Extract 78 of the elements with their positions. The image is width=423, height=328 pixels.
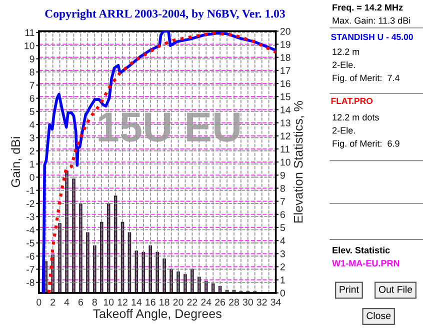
y2-tick-label: 10 [280, 158, 290, 166]
y-tick-label: 0 [30, 174, 34, 181]
x-tick-label: 16 [146, 298, 156, 306]
y-tick-label: -7 [26, 266, 34, 273]
y-tick-label: 4 [30, 121, 34, 128]
y2-tick-label: 1 [280, 276, 285, 284]
text: 12.2 m [332, 48, 360, 55]
y-tick-label: -1 [26, 187, 34, 194]
text: Print [340, 286, 359, 293]
text: Out File [378, 286, 412, 293]
x-tick-label: 30 [242, 298, 253, 306]
y-tick-label: -6 [26, 252, 34, 260]
y-tick-label: -3 [26, 213, 34, 220]
y2-tick-label: 5 [280, 224, 285, 232]
text: Elev. Statistic [332, 246, 390, 254]
y2-tick-label: 19 [280, 40, 290, 48]
x-tick-label: 18 [160, 298, 170, 306]
y-tick-label: 7 [30, 82, 34, 89]
x-tick-label: 8 [92, 298, 97, 306]
y-tick-label: 10 [24, 42, 34, 50]
y-tick-label: 9 [30, 56, 34, 62]
y2-tick-label: 18 [280, 54, 290, 61]
text: Freq. = 14.2 MHz [332, 4, 403, 12]
x-tick-label: 2 [50, 298, 56, 306]
y2-tick-label: 17 [280, 67, 290, 74]
text: 2-Ele. [332, 61, 355, 68]
chart-title: Copyright ARRL 2003-2004, by N6BV, Ver. 1.03 [45, 9, 285, 20]
x-axis-title: Takeoff Angle, Degrees [93, 308, 222, 321]
y2-axis-title: Elevation Statistics, % [294, 100, 304, 222]
y2-tick-label: 9 [280, 172, 285, 179]
y-tick-label: -2 [26, 200, 34, 207]
x-tick-label: 12 [118, 298, 128, 306]
y2-tick-label: 14 [280, 106, 290, 114]
y2-tick-label: 12 [280, 132, 290, 140]
y2-tick-label: 11 [280, 146, 290, 152]
text: Close [366, 312, 391, 320]
text: STANDISH U - 45.00 [331, 34, 413, 40]
y2-tick-label: 13 [280, 120, 290, 126]
x-tick-label: 14 [132, 298, 142, 306]
y2-tick-label: 6 [280, 211, 285, 218]
text: 12.2 m dots [332, 114, 379, 121]
y2-tick-label: 20 [280, 28, 290, 35]
y-tick-label: 3 [30, 134, 34, 142]
y-tick-label: -5 [26, 240, 34, 247]
y-tick-label: -8 [26, 279, 34, 286]
x-tick-label: 22 [187, 298, 198, 306]
text: FLAT.PRO [331, 98, 373, 104]
y-tick-label: 6 [30, 94, 34, 102]
y-tick-label: -4 [26, 226, 34, 234]
x-tick-label: 34 [270, 298, 281, 306]
y-tick-label: 8 [30, 68, 34, 76]
text: Fig. of Merit: 6.9 [332, 140, 400, 149]
y2-tick-label: 8 [280, 184, 285, 192]
x-tick-label: 6 [78, 298, 83, 306]
text: Max. Gain: 11.3 dBi [332, 17, 410, 24]
y-tick-label: 5 [30, 108, 34, 116]
x-tick-label: 28 [229, 298, 239, 306]
y2-tick-label: 2 [280, 263, 285, 270]
y2-tick-label: 7 [280, 198, 285, 205]
x-tick-label: 10 [104, 298, 114, 306]
x-tick-label: 32 [256, 298, 267, 306]
y2-tick-label: 0 [280, 290, 285, 297]
y-tick-label: 1 [30, 160, 34, 168]
y2-tick-label: 3 [280, 250, 285, 258]
text: W1-MA-EU.PRN [332, 260, 400, 266]
x-tick-label: 26 [215, 298, 226, 306]
y-axis-title: Gain, dBi [10, 137, 22, 188]
y-tick-label: 2 [30, 148, 34, 154]
x-tick-label: 4 [64, 298, 70, 306]
y2-tick-label: 4 [280, 237, 286, 244]
x-tick-label: 0 [36, 298, 42, 306]
text: Fig. of Merit: 7.4 [332, 74, 400, 83]
x-tick-label: 24 [201, 298, 212, 306]
y-tick-label: 11 [25, 29, 34, 36]
y2-tick-label: 15 [280, 93, 290, 100]
y2-tick-label: 16 [280, 80, 290, 88]
text: 2-Ele. [332, 126, 355, 134]
x-tick-label: 20 [173, 298, 184, 306]
